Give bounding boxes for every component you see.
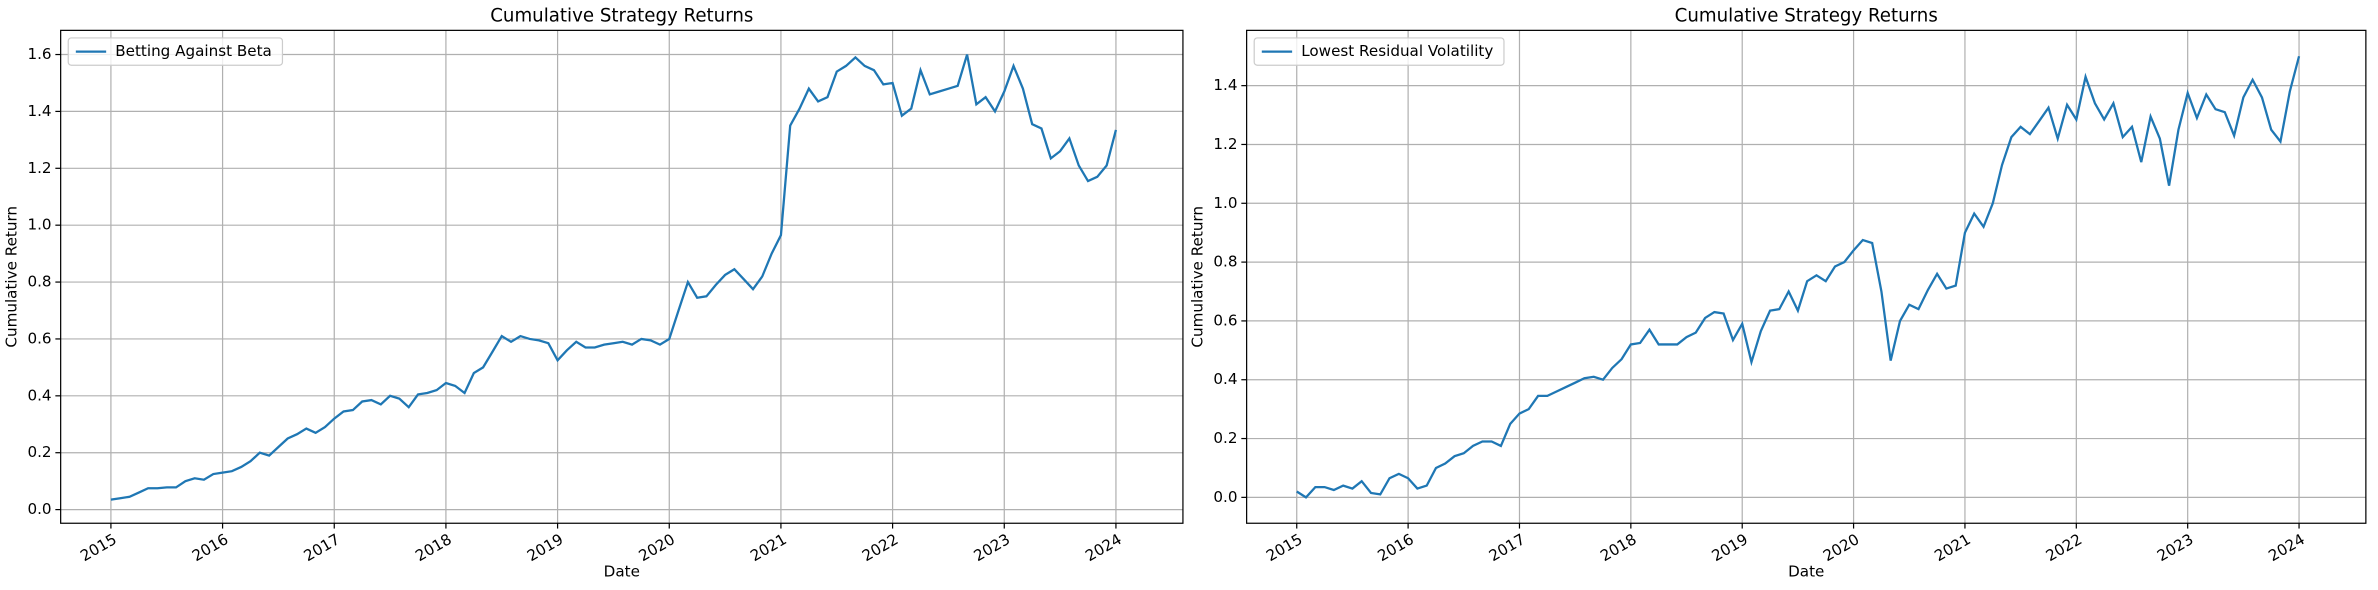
- x-axis-label: Date: [604, 562, 640, 580]
- x-tick-label: 2023: [971, 530, 1013, 565]
- x-tick-label: 2022: [2043, 530, 2085, 565]
- plot-frame: [1246, 29, 2367, 524]
- y-tick-label: 1.2: [27, 159, 51, 177]
- x-tick-label: 2018: [1597, 530, 1639, 565]
- y-tick-label: 0.6: [27, 329, 51, 347]
- x-tick-label: 2024: [2265, 530, 2307, 565]
- data-line: [1296, 55, 2301, 499]
- legend: Lowest Residual Volatility: [1253, 37, 1505, 66]
- legend-label: Betting Against Beta: [115, 42, 272, 60]
- y-tick-label: 1.6: [27, 45, 51, 63]
- data-line: [110, 54, 1118, 501]
- y-tick-label: 1.2: [1213, 135, 1237, 153]
- x-tick-label: 2016: [189, 530, 231, 565]
- chart-title: Cumulative Strategy Returns: [490, 6, 753, 27]
- y-tick-label: 0.2: [1213, 429, 1237, 447]
- x-tick-label: 2016: [1375, 530, 1417, 565]
- y-tick-label: 0.0: [27, 500, 51, 518]
- y-axis-label: Cumulative Return: [1189, 206, 1207, 348]
- legend-box: [1253, 37, 1505, 66]
- x-tick-label: 2021: [747, 530, 789, 565]
- y-tick-label: 0.8: [1213, 253, 1237, 271]
- x-tick-label: 2024: [1082, 530, 1124, 565]
- y-tick-label: 0.0: [1213, 488, 1237, 506]
- y-tick-label: 1.0: [27, 216, 51, 234]
- y-tick-label: 0.8: [27, 273, 51, 291]
- x-tick-label: 2023: [2154, 530, 2196, 565]
- x-tick-label: 2017: [1486, 530, 1528, 565]
- x-tick-label: 2017: [301, 530, 343, 565]
- x-tick-label: 2019: [524, 530, 566, 565]
- chart-title: Cumulative Strategy Returns: [1675, 6, 1938, 27]
- x-axis-label: Date: [1788, 562, 1824, 580]
- legend: Betting Against Beta: [67, 37, 284, 66]
- y-tick-label: 0.2: [27, 443, 51, 461]
- y-axis-label: Cumulative Return: [3, 206, 21, 348]
- x-tick-label: 2015: [77, 530, 119, 565]
- y-tick-label: 0.4: [1213, 370, 1237, 388]
- x-tick-label: 2021: [1931, 530, 1973, 565]
- legend-label: Lowest Residual Volatility: [1301, 42, 1493, 60]
- y-tick-label: 0.6: [1213, 311, 1237, 329]
- x-tick-label: 2020: [1820, 530, 1862, 565]
- y-tick-label: 1.4: [27, 102, 51, 120]
- plot-frame: [60, 29, 1184, 524]
- x-tick-label: 2015: [1263, 530, 1305, 565]
- x-tick-label: 2022: [859, 530, 901, 565]
- x-tick-label: 2020: [636, 530, 678, 565]
- y-tick-label: 0.4: [27, 386, 51, 404]
- y-tick-label: 1.0: [1213, 194, 1237, 212]
- y-tick-label: 1.4: [1213, 76, 1237, 94]
- x-tick-label: 2018: [412, 530, 454, 565]
- x-tick-label: 2019: [1709, 530, 1751, 565]
- legend-box: [67, 37, 284, 66]
